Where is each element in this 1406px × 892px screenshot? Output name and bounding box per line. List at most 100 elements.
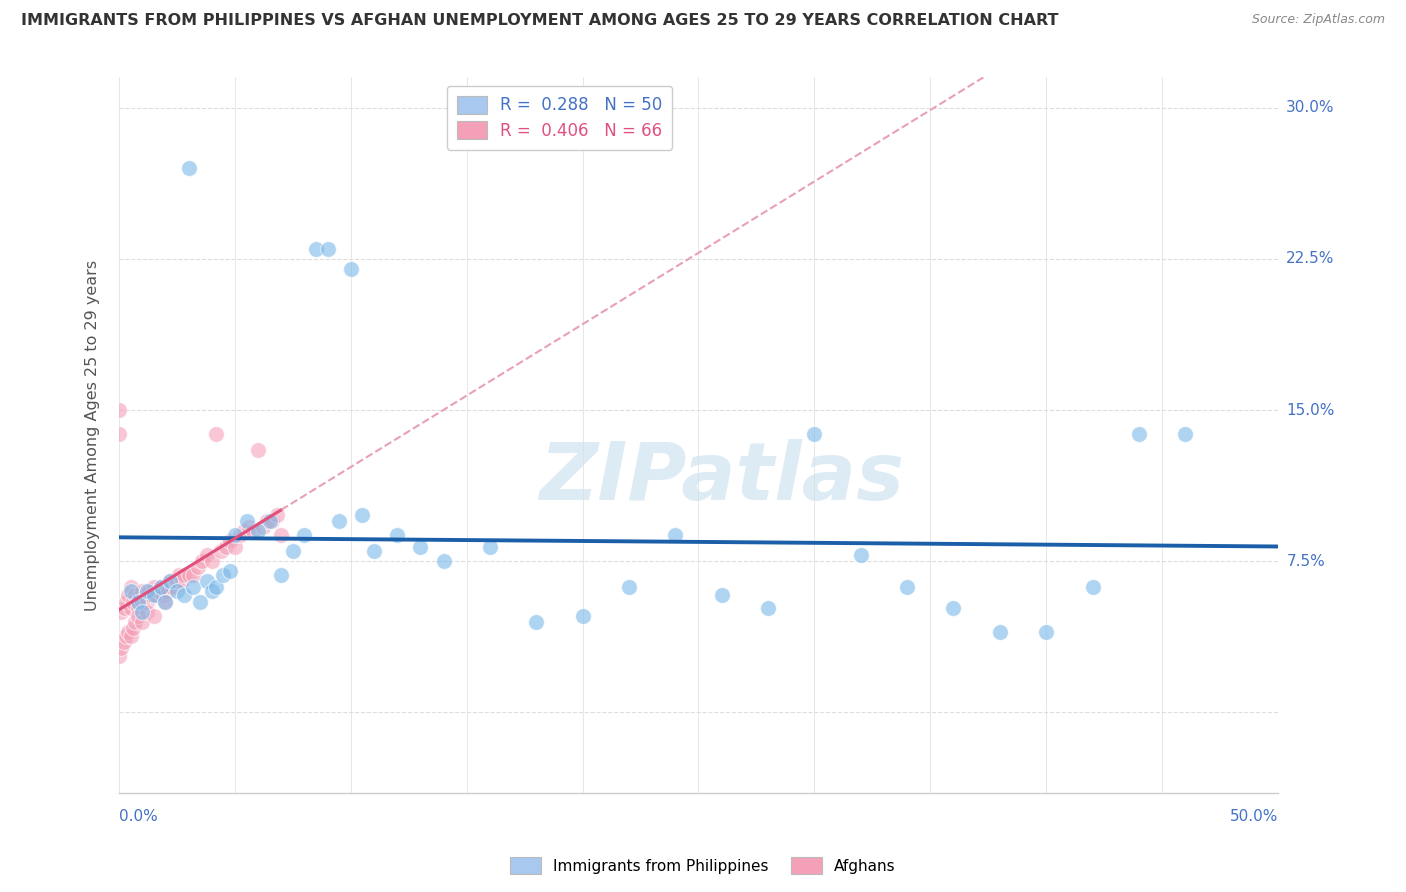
- Point: [159, 574, 181, 589]
- Point: [294, 528, 316, 542]
- Point: [756, 600, 779, 615]
- Point: [1035, 624, 1057, 639]
- Point: [163, 574, 186, 589]
- Point: [803, 427, 825, 442]
- Point: [181, 581, 204, 595]
- Point: [942, 600, 965, 615]
- Point: [233, 524, 256, 538]
- Point: [432, 554, 454, 568]
- Point: [571, 608, 593, 623]
- Point: [120, 584, 142, 599]
- Point: [149, 581, 172, 595]
- Point: [148, 584, 170, 599]
- Point: [1081, 581, 1104, 595]
- Point: [270, 528, 292, 542]
- Point: [112, 635, 135, 649]
- Point: [849, 548, 872, 562]
- Text: 30.0%: 30.0%: [1286, 100, 1334, 115]
- Point: [524, 615, 547, 629]
- Point: [188, 594, 211, 608]
- Point: [219, 534, 242, 549]
- Point: [173, 568, 195, 582]
- Point: [142, 581, 165, 595]
- Point: [247, 443, 270, 458]
- Point: [219, 564, 242, 578]
- Point: [162, 581, 184, 595]
- Point: [238, 520, 260, 534]
- Point: [328, 514, 350, 528]
- Point: [156, 584, 179, 599]
- Point: [131, 605, 153, 619]
- Point: [617, 581, 640, 595]
- Y-axis label: Unemployment Among Ages 25 to 29 years: Unemployment Among Ages 25 to 29 years: [86, 260, 100, 611]
- Point: [710, 589, 733, 603]
- Point: [122, 594, 145, 608]
- Point: [215, 540, 238, 554]
- Text: ZIPatlas: ZIPatlas: [538, 439, 904, 517]
- Point: [201, 554, 224, 568]
- Point: [177, 161, 200, 176]
- Point: [145, 589, 167, 603]
- Point: [142, 589, 165, 603]
- Point: [155, 584, 177, 599]
- Text: IMMIGRANTS FROM PHILIPPINES VS AFGHAN UNEMPLOYMENT AMONG AGES 25 TO 29 YEARS COR: IMMIGRANTS FROM PHILIPPINES VS AFGHAN UN…: [21, 13, 1059, 29]
- Point: [181, 568, 204, 582]
- Point: [187, 560, 209, 574]
- Point: [205, 581, 228, 595]
- Point: [135, 584, 157, 599]
- Point: [112, 600, 135, 615]
- Point: [110, 640, 132, 655]
- Point: [159, 574, 181, 589]
- Point: [281, 544, 304, 558]
- Point: [124, 589, 146, 603]
- Point: [127, 600, 149, 615]
- Point: [340, 261, 363, 276]
- Text: 7.5%: 7.5%: [1286, 554, 1324, 569]
- Point: [108, 403, 131, 417]
- Point: [195, 548, 218, 562]
- Point: [170, 574, 193, 589]
- Point: [316, 242, 339, 256]
- Point: [142, 608, 165, 623]
- Point: [363, 544, 385, 558]
- Point: [664, 528, 686, 542]
- Point: [259, 514, 281, 528]
- Point: [115, 594, 138, 608]
- Point: [122, 621, 145, 635]
- Point: [247, 524, 270, 538]
- Point: [108, 427, 131, 442]
- Text: 50.0%: 50.0%: [1230, 809, 1278, 824]
- Text: 15.0%: 15.0%: [1286, 402, 1334, 417]
- Point: [166, 584, 188, 599]
- Point: [478, 540, 501, 554]
- Point: [201, 584, 224, 599]
- Text: 22.5%: 22.5%: [1286, 252, 1334, 267]
- Point: [124, 615, 146, 629]
- Point: [352, 508, 374, 522]
- Point: [1128, 427, 1150, 442]
- Legend: Immigrants from Philippines, Afghans: Immigrants from Philippines, Afghans: [505, 851, 901, 880]
- Point: [138, 584, 160, 599]
- Point: [256, 514, 278, 528]
- Point: [131, 615, 153, 629]
- Point: [141, 589, 163, 603]
- Point: [205, 427, 228, 442]
- Point: [115, 629, 138, 643]
- Point: [149, 581, 172, 595]
- Point: [252, 520, 274, 534]
- Point: [120, 600, 142, 615]
- Point: [127, 608, 149, 623]
- Point: [120, 581, 142, 595]
- Point: [134, 589, 156, 603]
- Point: [129, 589, 152, 603]
- Text: Source: ZipAtlas.com: Source: ZipAtlas.com: [1251, 13, 1385, 27]
- Point: [120, 629, 142, 643]
- Point: [305, 242, 328, 256]
- Point: [135, 594, 157, 608]
- Point: [166, 574, 188, 589]
- Point: [224, 540, 246, 554]
- Point: [127, 594, 149, 608]
- Legend: R =  0.288   N = 50, R =  0.406   N = 66: R = 0.288 N = 50, R = 0.406 N = 66: [447, 86, 672, 150]
- Point: [131, 594, 153, 608]
- Point: [108, 648, 131, 663]
